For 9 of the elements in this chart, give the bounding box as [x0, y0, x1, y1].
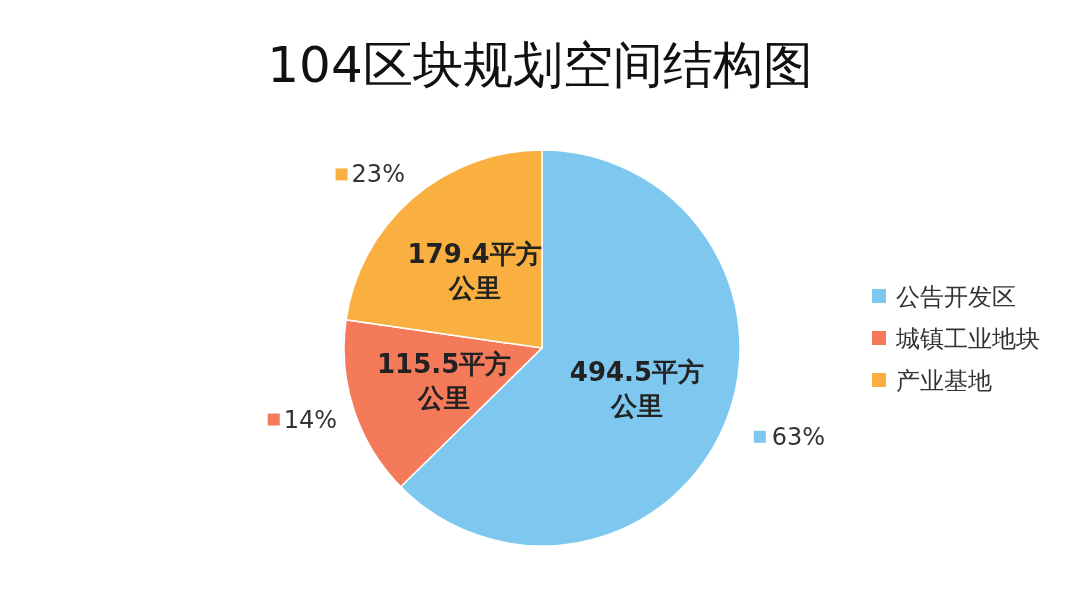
- text: 14%: [283, 405, 338, 434]
- data-label: 115.5平方公里: [377, 349, 512, 414]
- chart-title: 104区块规划空间结构图: [267, 36, 813, 94]
- legend-label: 公告开发区: [896, 283, 1016, 311]
- legend-label: 产业基地: [896, 367, 992, 395]
- text: 63%: [771, 422, 826, 451]
- data-label: 494.5平方公里: [569, 356, 705, 421]
- legend-label: 城镇工业地块: [895, 325, 1040, 353]
- text: 23%: [351, 160, 405, 189]
